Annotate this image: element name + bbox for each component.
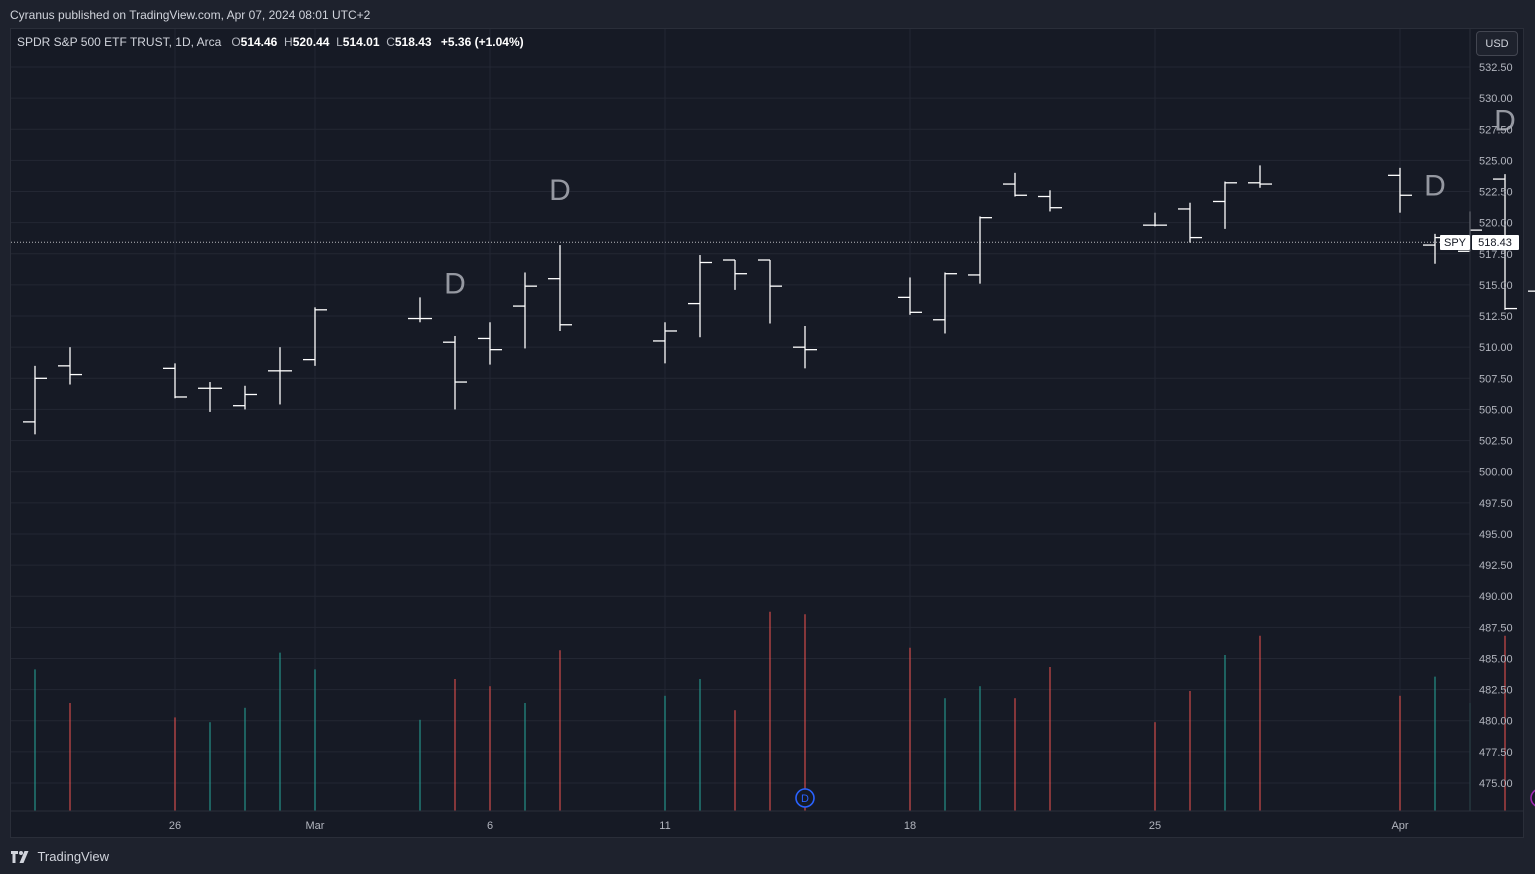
ohlc-bar	[723, 259, 747, 290]
price-tick-label: 502.50	[1479, 436, 1513, 448]
event-marker-label: D	[801, 793, 809, 805]
ohlc-bar	[688, 255, 712, 338]
ohlc-bar	[513, 272, 537, 349]
price-tick-label: 477.50	[1479, 747, 1513, 759]
price-tick-label: 510.00	[1479, 342, 1513, 354]
price-tick-label: 520.00	[1479, 218, 1513, 230]
ohlc-bar	[443, 335, 467, 410]
ohlc-bar	[58, 347, 82, 385]
annotation-label: D	[1424, 169, 1446, 202]
ohlc-bar	[303, 307, 327, 366]
ohlc-bar	[408, 297, 432, 323]
ohlc-bar	[478, 322, 502, 365]
ohlc-bars	[23, 165, 1535, 435]
price-tick-label: 485.00	[1479, 653, 1513, 665]
legend-change: +5.36 (+1.04%)	[440, 35, 524, 49]
price-tick-label: 500.00	[1479, 467, 1513, 479]
price-tick-label: 515.00	[1479, 280, 1513, 292]
time-tick-label: 18	[904, 820, 916, 832]
annotations: D D D D	[444, 105, 1516, 301]
ohlc-bar	[23, 365, 47, 435]
price-tick-label: 490.00	[1479, 591, 1513, 603]
ohlc-bar	[1388, 167, 1412, 213]
time-tick-label: Apr	[1391, 820, 1408, 832]
price-tick-label: 527.50	[1479, 124, 1513, 136]
price-tick-label: 517.50	[1479, 249, 1513, 261]
event-marker-circle	[795, 788, 815, 808]
price-tick-label: 522.50	[1479, 187, 1513, 199]
price-tick-label: 507.50	[1479, 373, 1513, 385]
price-tick-label: 487.50	[1479, 622, 1513, 634]
price-tick-label: 492.50	[1479, 560, 1513, 572]
price-tag-symbol: SPY	[1444, 237, 1467, 249]
legend-low-value: 514.01	[342, 35, 380, 49]
tradingview-logo[interactable]: TradingView	[10, 848, 109, 864]
currency-button[interactable]: USD	[1476, 31, 1518, 56]
ohlc-bar	[1178, 202, 1202, 243]
price-tick-label: 532.50	[1479, 62, 1513, 74]
time-tick-label: 25	[1149, 820, 1161, 832]
chart-pane[interactable]	[10, 28, 1524, 838]
legend-symbol: SPDR S&P 500 ETF TRUST, 1D, Arca	[17, 35, 222, 49]
ohlc-bar	[1528, 290, 1535, 292]
grid	[11, 29, 1470, 811]
price-tick-label: 495.00	[1479, 529, 1513, 541]
ohlc-bar	[653, 322, 677, 364]
time-tick-label: 11	[659, 820, 670, 832]
ohlc-bar	[548, 245, 572, 331]
price-tick-label: 505.00	[1479, 404, 1513, 416]
price-tick-label: 530.00	[1479, 93, 1513, 105]
legend-high-label: H	[284, 35, 293, 49]
annotation-label: D	[444, 268, 466, 301]
ohlc-bar	[758, 259, 782, 324]
annotation-label: D	[549, 174, 571, 207]
time-tick-label: 26	[169, 820, 181, 832]
event-marker-circle	[1530, 789, 1535, 807]
ohlc-bar	[1248, 165, 1272, 188]
time-axis[interactable]: 26Mar6111825Apr81522	[11, 810, 1535, 832]
ohlc-bar	[268, 347, 292, 405]
volume-bars	[34, 611, 1506, 811]
time-tick-label: Mar	[306, 820, 325, 832]
price-tag-value: 518.43	[1478, 237, 1512, 249]
ohlc-bar	[1213, 181, 1237, 229]
ohlc-bar	[198, 382, 222, 412]
dividend-marker-icon[interactable]: D	[795, 788, 815, 808]
price-tick-label: 512.50	[1479, 311, 1513, 323]
ohlc-bar	[898, 277, 922, 315]
price-tag: SPY 518.43	[1440, 235, 1519, 250]
ohlc-bar	[968, 216, 992, 284]
top-bar: Cyranus published on TradingView.com, Ap…	[0, 0, 1535, 28]
earnings-marker-icon[interactable]: ⚡	[1530, 789, 1535, 807]
ohlc-bar	[233, 385, 257, 410]
legend-high-value: 520.44	[292, 35, 330, 49]
price-tick-label: 525.00	[1479, 155, 1513, 167]
tradingview-brand: TradingView	[37, 849, 109, 865]
legend-open-label: O	[231, 35, 241, 49]
price-tick-label: 480.00	[1479, 716, 1513, 728]
annotation-label: D	[1494, 105, 1516, 138]
ohlc-bar	[1038, 190, 1062, 212]
legend-close-label: C	[386, 35, 395, 49]
event-marker-label: ⚡	[1533, 792, 1535, 805]
published-caption: Cyranus published on TradingView.com, Ap…	[10, 8, 371, 22]
bottom-bar	[0, 838, 1535, 874]
event-markers[interactable]: D⚡	[795, 788, 1535, 808]
ohlc-bar	[933, 272, 957, 334]
ohlc-bar	[163, 363, 187, 399]
ohlc-bar	[793, 326, 817, 369]
symbol-legend[interactable]: SPDR S&P 500 ETF TRUST, 1D, Arca O514.46…	[17, 35, 524, 49]
price-tick-label: 475.00	[1479, 778, 1513, 790]
time-tick-label: 6	[487, 820, 493, 832]
legend-low-label: L	[336, 35, 343, 49]
price-axis[interactable]: 532.50 530.00 527.50 525.00 522.50 520.00 517.…	[1469, 29, 1513, 811]
price-tick-label: 497.50	[1479, 498, 1513, 510]
legend-open-value: 514.46	[240, 35, 278, 49]
ohlc-bar	[1143, 212, 1167, 227]
ohlc-bar	[1003, 172, 1027, 197]
legend-close-value: 518.43	[394, 35, 432, 49]
price-tick-label: 482.50	[1479, 685, 1513, 697]
tradingview-logo-icon	[11, 850, 29, 863]
